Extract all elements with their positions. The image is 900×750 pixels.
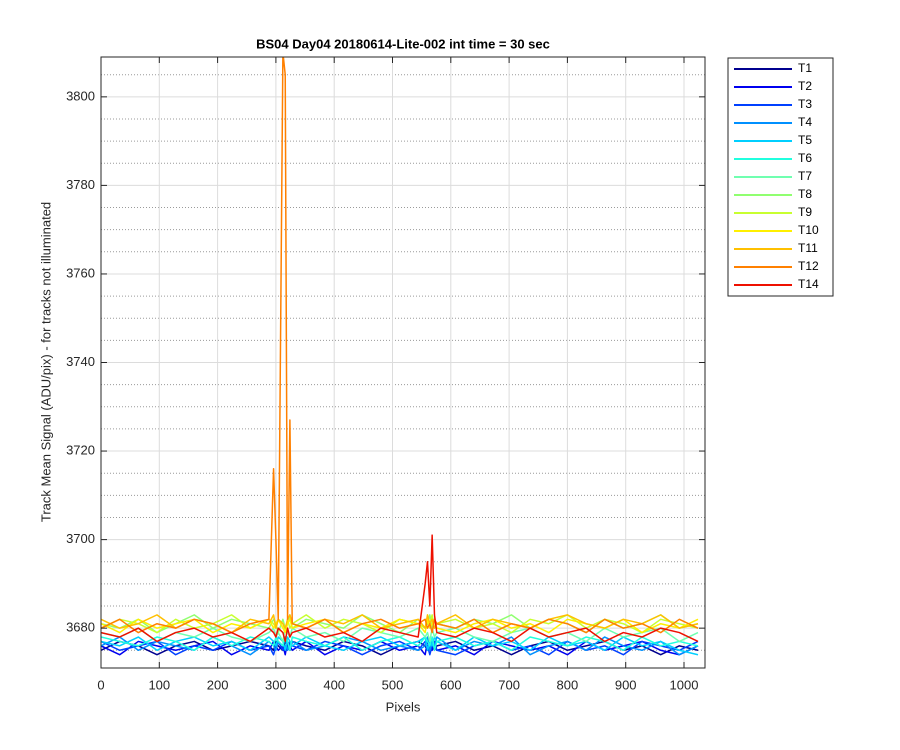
y-axis-label: Track Mean Signal (ADU/pix) - for tracks… <box>38 202 53 522</box>
y-tick-label: 3800 <box>66 88 95 103</box>
y-tick-label: 3780 <box>66 177 95 192</box>
y-tick-label: 3760 <box>66 265 95 280</box>
x-tick-label: 600 <box>440 677 462 692</box>
x-tick-label: 0 <box>97 677 104 692</box>
y-tick-label: 3700 <box>66 531 95 546</box>
x-axis-label: Pixels <box>386 699 421 714</box>
x-tick-label: 400 <box>323 677 345 692</box>
legend-label: T3 <box>798 97 812 111</box>
y-tick-label: 3680 <box>66 620 95 635</box>
legend-label: T2 <box>798 79 812 93</box>
x-tick-label: 500 <box>382 677 404 692</box>
legend-label: T7 <box>798 169 812 183</box>
series-line <box>101 57 699 634</box>
legend-label: T8 <box>798 187 812 201</box>
legend-label: T14 <box>798 277 819 291</box>
legend-label: T11 <box>798 241 818 255</box>
chart-title: BS04 Day04 20180614-Lite-002 int time = … <box>256 36 550 51</box>
legend-label: T4 <box>798 115 812 129</box>
legend-label: T5 <box>798 133 812 147</box>
x-tick-label: 900 <box>615 677 637 692</box>
ticks: 3680 3700 3720 3740 3760 3780 3800 0 100 200 300 40… <box>66 57 705 692</box>
x-tick-label: 800 <box>557 677 579 692</box>
legend-label: T10 <box>798 223 819 237</box>
y-tick-label: 3720 <box>66 442 95 457</box>
x-tick-label: 1000 <box>670 677 699 692</box>
series-line <box>101 636 699 652</box>
series-line <box>101 614 699 634</box>
y-tick-label: 3740 <box>66 354 95 369</box>
lines <box>101 57 699 656</box>
legend-label: T1 <box>798 61 812 75</box>
legend-label: T9 <box>798 205 812 219</box>
series-line <box>101 534 699 643</box>
x-tick-label: 200 <box>207 677 229 692</box>
legend: T1 T2 T3 T4 T5 T6 T7 T8 T9 T10 T11 T12 T14 <box>727 57 834 297</box>
x-tick-label: 700 <box>498 677 520 692</box>
legend-label: T6 <box>798 151 812 165</box>
legend-label: T12 <box>798 259 819 273</box>
series-line <box>101 636 699 656</box>
x-tick-label: 300 <box>265 677 287 692</box>
x-tick-label: 100 <box>148 677 170 692</box>
